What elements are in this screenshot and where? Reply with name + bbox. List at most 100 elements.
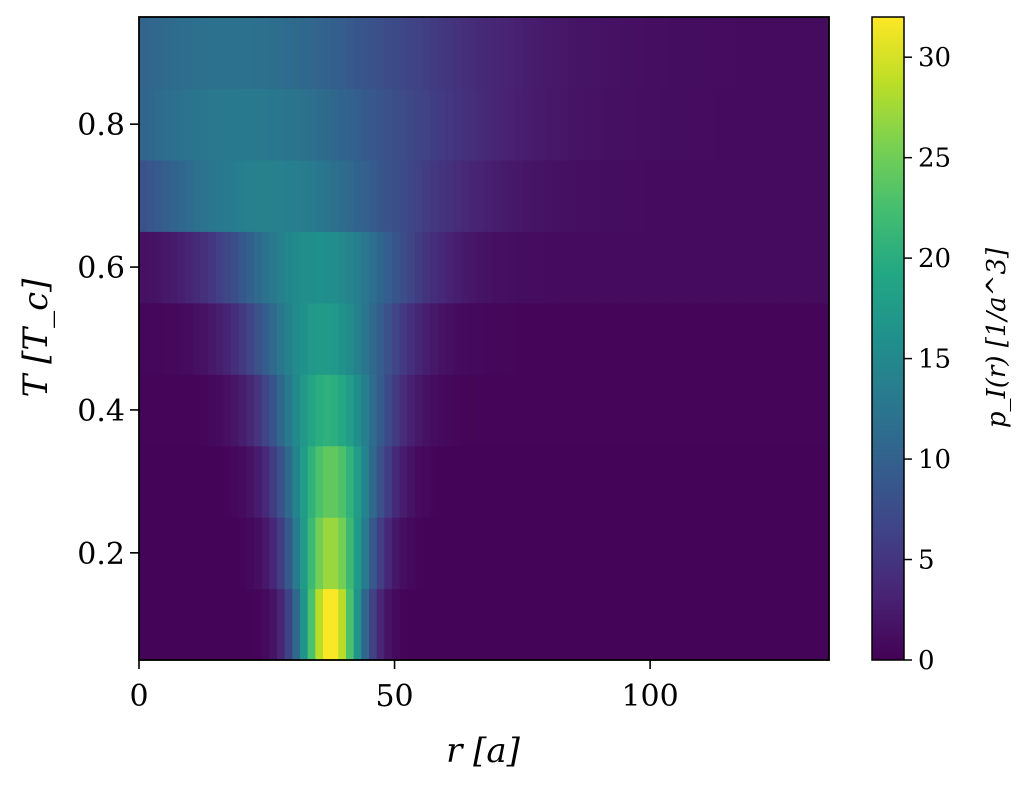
heatmap-cell: [691, 17, 700, 90]
heatmap-cell: [238, 445, 247, 518]
x-tick-label: 100: [621, 679, 678, 714]
heatmap-cell: [545, 374, 554, 447]
heatmap-cell: [491, 588, 500, 661]
heatmap-cell: [683, 17, 692, 90]
heatmap-cell: [522, 588, 531, 661]
heatmap-cell: [606, 445, 615, 518]
heatmap-cell: [323, 17, 332, 90]
heatmap-cell: [208, 17, 217, 90]
heatmap-cell: [583, 159, 592, 232]
heatmap-cell: [629, 588, 638, 661]
heatmap-cell: [361, 517, 370, 590]
heatmap-cell: [361, 231, 370, 304]
heatmap-cell: [269, 88, 278, 161]
heatmap-cell: [783, 231, 792, 304]
heatmap-cell: [821, 374, 830, 447]
heatmap-cell: [652, 88, 661, 161]
heatmap-cell: [346, 88, 355, 161]
heatmap-cell: [591, 445, 600, 518]
heatmap-cell: [330, 302, 339, 375]
heatmap-cell: [614, 302, 623, 375]
heatmap-cell: [737, 445, 746, 518]
heatmap-cell: [215, 17, 224, 90]
heatmap-cell: [553, 159, 562, 232]
heatmap-cell: [139, 159, 148, 232]
heatmap-cell: [775, 374, 784, 447]
heatmap-cell: [706, 445, 715, 518]
heatmap-cell: [407, 17, 416, 90]
heatmap-cell: [231, 159, 240, 232]
heatmap-cell: [507, 159, 516, 232]
heatmap-cell: [622, 588, 631, 661]
heatmap-cell: [269, 517, 278, 590]
heatmap-cell: [614, 588, 623, 661]
heatmap-cell: [729, 88, 738, 161]
heatmap-cell: [353, 588, 362, 661]
heatmap-cell: [476, 302, 485, 375]
heatmap-cell: [231, 17, 240, 90]
heatmap-cell: [154, 588, 163, 661]
heatmap-cell: [583, 445, 592, 518]
heatmap-cell: [491, 302, 500, 375]
heatmap-cell: [208, 88, 217, 161]
heatmap-cell: [415, 231, 424, 304]
heatmap-cell: [645, 302, 654, 375]
heatmap-cell: [223, 374, 232, 447]
heatmap-cell: [200, 231, 209, 304]
heatmap-cell: [721, 517, 730, 590]
heatmap-cell: [744, 88, 753, 161]
heatmap-cell: [169, 588, 178, 661]
heatmap-cell: [522, 517, 531, 590]
heatmap-cell: [568, 88, 577, 161]
heatmap-cell: [453, 17, 462, 90]
heatmap-cell: [668, 374, 677, 447]
heatmap-cell: [169, 88, 178, 161]
heatmap-cell: [407, 374, 416, 447]
heatmap-cell: [760, 159, 769, 232]
heatmap-cell: [369, 445, 378, 518]
heatmap-cell: [629, 374, 638, 447]
heatmap-cell: [537, 231, 546, 304]
heatmap-cell: [637, 517, 646, 590]
heatmap-cell: [499, 88, 508, 161]
heatmap-cell: [721, 445, 730, 518]
heatmap-cell: [307, 17, 316, 90]
heatmap-cell: [177, 588, 186, 661]
heatmap-cell: [576, 17, 585, 90]
heatmap-cell: [146, 517, 155, 590]
heatmap-cell: [783, 88, 792, 161]
heatmap-cell: [476, 445, 485, 518]
heatmap-cell: [261, 231, 270, 304]
heatmap-cell: [323, 445, 332, 518]
heatmap-cell: [576, 374, 585, 447]
heatmap-cell: [177, 88, 186, 161]
heatmap-cell: [813, 159, 822, 232]
heatmap-cell: [530, 445, 539, 518]
heatmap-cell: [614, 374, 623, 447]
heatmap-cell: [238, 159, 247, 232]
heatmap-cell: [215, 374, 224, 447]
heatmap-cell: [645, 231, 654, 304]
heatmap-cell: [530, 302, 539, 375]
heatmap-cell: [537, 302, 546, 375]
heatmap-cell: [307, 374, 316, 447]
heatmap-cell: [162, 302, 171, 375]
heatmap-cell: [507, 374, 516, 447]
heatmap-cell: [821, 588, 830, 661]
heatmap-cell: [200, 445, 209, 518]
heatmap-cell: [453, 231, 462, 304]
heatmap-cell: [238, 17, 247, 90]
heatmap-cell: [376, 588, 385, 661]
heatmap-cell: [169, 374, 178, 447]
heatmap-cell: [599, 445, 608, 518]
heatmap-cell: [706, 302, 715, 375]
heatmap-cell: [292, 445, 301, 518]
heatmap-cell: [537, 88, 546, 161]
heatmap-cell: [185, 374, 194, 447]
heatmap-cell: [200, 17, 209, 90]
heatmap-cell: [683, 159, 692, 232]
heatmap-cell: [798, 302, 807, 375]
heatmap-cell: [668, 159, 677, 232]
heatmap-cell: [292, 159, 301, 232]
heatmap-cell: [169, 17, 178, 90]
